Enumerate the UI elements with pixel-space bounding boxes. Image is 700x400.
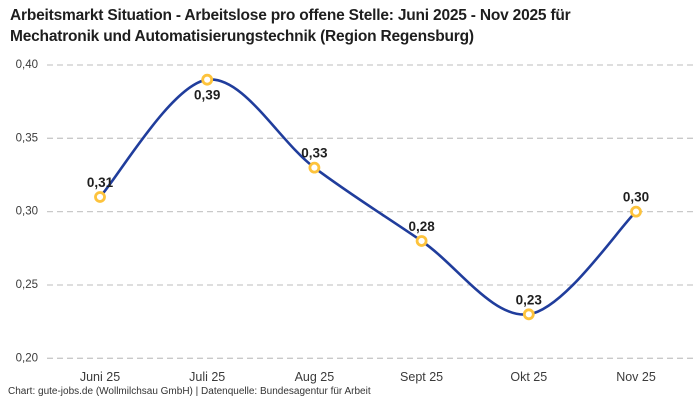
x-tick-label: Juli 25: [189, 370, 225, 384]
data-point-marker: [94, 191, 106, 203]
data-point-label: 0,23: [516, 292, 543, 307]
data-point-label: 0,39: [194, 88, 220, 103]
y-tick-label: 0,25: [16, 279, 38, 291]
data-point-label: 0,28: [408, 219, 435, 234]
y-tick-label: 0,35: [16, 132, 38, 144]
x-tick-label: Okt 25: [510, 370, 547, 384]
chart-title-line2: Mechatronik und Automatisierungstechnik …: [10, 28, 474, 45]
x-tick-label: Nov 25: [616, 370, 656, 384]
data-point-marker: [201, 73, 214, 86]
chart-footer: Chart: gute-jobs.de (Wollmilchsau GmbH) …: [8, 386, 371, 397]
chart-title-line1: Arbeitsmarkt Situation - Arbeitslose pro…: [10, 7, 571, 24]
y-tick-label: 0,40: [16, 59, 38, 71]
data-point-marker: [522, 308, 535, 321]
x-tick-label: Sept 25: [400, 370, 443, 384]
data-point-label: 0,31: [87, 175, 114, 190]
chart-title: Arbeitsmarkt Situation - Arbeitslose pro…: [10, 5, 692, 47]
y-tick-label: 0,30: [16, 206, 38, 218]
data-point-label: 0,30: [623, 190, 649, 205]
x-tick-label: Aug 25: [295, 370, 335, 384]
x-tick-label: Juni 25: [80, 370, 120, 384]
series-line: [98, 78, 638, 316]
data-point-label: 0,33: [301, 146, 328, 161]
y-tick-label: 0,20: [16, 352, 38, 364]
data-point-marker: [415, 235, 428, 247]
data-point-marker: [308, 161, 321, 174]
data-point-marker: [630, 205, 642, 218]
